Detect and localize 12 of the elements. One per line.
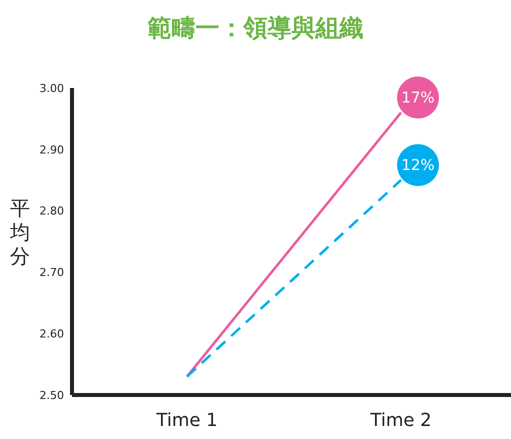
annotation: 12%	[401, 156, 435, 174]
y-tick-label: 2.70	[40, 266, 64, 280]
y-tick-label: 2.90	[40, 143, 64, 156]
x-tick-label: Time 2	[369, 410, 432, 431]
y-axis-title: 平均分	[9, 196, 31, 268]
annotation: 17%	[401, 88, 435, 107]
y-tick-label: 2.60	[40, 328, 64, 341]
y-tick-label: 3.00	[40, 82, 64, 95]
x-tick-label: Time 1	[155, 410, 218, 431]
y-tick-label: 2.50	[40, 388, 64, 402]
y-tick-label: 2.80	[40, 204, 64, 218]
chart-title: 範疇一：領導與組織	[146, 13, 364, 44]
